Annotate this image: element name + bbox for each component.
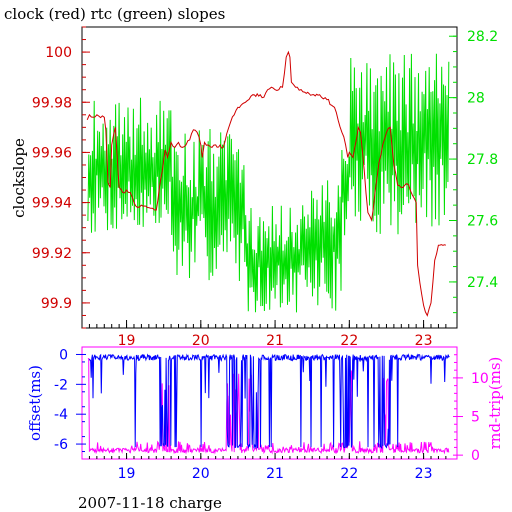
- upper-x-tick-label: 21: [266, 333, 284, 349]
- offset-line: [88, 353, 450, 450]
- offset-tick-label: -4: [54, 407, 68, 423]
- upper-x-tick-label: 22: [340, 333, 358, 349]
- chart-title: clock (red) rtc (green) slopes: [4, 5, 225, 23]
- rtc-line: [87, 53, 450, 313]
- clockslope-tick-label: 99.94: [32, 196, 72, 212]
- lower-x-axis: 19 20 21 22 23: [88, 453, 447, 482]
- upper-x-tick-label: 20: [192, 333, 210, 349]
- offset-axis-label: offset(ms): [26, 365, 44, 441]
- clockslope-tick-label: 99.9: [41, 296, 72, 312]
- rnd-trip-axis: 0 5 10: [453, 354, 489, 464]
- clockslope-tick-label: 100: [45, 45, 72, 61]
- offset-series: [88, 353, 450, 450]
- rnd-trip-axis-label: rnd-trip(ms): [486, 357, 504, 450]
- upper-panel: 99.9 99.92 99.94 99.96 99.98 100 27.4 27.6 27.8…: [10, 26, 498, 349]
- offset-axis: 0 -2 -4 -6: [54, 347, 86, 453]
- rtc-tick-label: 27.6: [467, 214, 498, 230]
- clockslope-tick-label: 99.98: [32, 95, 72, 111]
- chart-footer: 2007-11-18 charge: [78, 494, 222, 512]
- rnd-trip-tick-label: 0: [471, 448, 480, 464]
- rtc-tick-label: 27.4: [467, 275, 498, 291]
- clockslope-tick-label: 99.92: [32, 246, 72, 262]
- rtc-tick-label: 28: [467, 91, 485, 107]
- rnd-trip-series: [87, 358, 450, 455]
- rtc-tick-label: 28.2: [467, 29, 498, 45]
- clockslope-axis-label: clockslope: [10, 138, 28, 218]
- lower-x-tick-label: 20: [192, 466, 210, 482]
- lower-frame: [81, 346, 458, 460]
- rtc-tick-label: 27.8: [467, 152, 498, 168]
- rtc-axis: 27.4 27.6 27.8 28 28.2: [449, 29, 498, 314]
- offset-tick-label: 0: [59, 347, 68, 363]
- clock-series: [86, 50, 447, 317]
- lower-panel: 0 -2 -4 -6 0 5 10 19 20 21 22 23 offset(ms) rnd-t…: [26, 346, 504, 482]
- lower-x-tick-label: 23: [415, 466, 433, 482]
- rnd-trip-line: [87, 358, 450, 455]
- clock-line: [86, 50, 447, 317]
- offset-tick-label: -2: [54, 377, 68, 393]
- clockslope-tick-label: 99.96: [32, 145, 72, 161]
- lower-x-tick-label: 21: [266, 466, 284, 482]
- offset-tick-label: -6: [54, 437, 68, 453]
- lower-x-tick-label: 19: [118, 466, 136, 482]
- clockslope-axis: 99.9 99.92 99.94 99.96 99.98 100: [32, 26, 90, 329]
- upper-x-tick-label: 19: [118, 333, 136, 349]
- rtc-series: [87, 53, 450, 313]
- rnd-trip-tick-label: 10: [471, 371, 489, 387]
- upper-x-tick-label: 23: [415, 333, 433, 349]
- rnd-trip-tick-label: 5: [471, 410, 480, 426]
- lower-x-tick-label: 22: [340, 466, 358, 482]
- upper-x-axis: 19 20 21 22 23: [88, 320, 447, 349]
